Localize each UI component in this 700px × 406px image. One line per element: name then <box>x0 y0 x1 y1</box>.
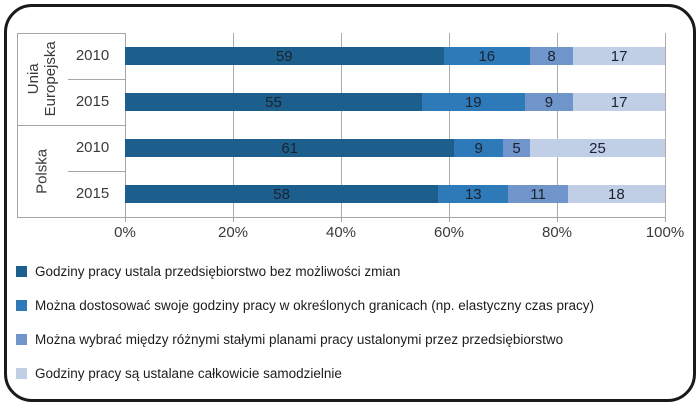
x-axis-tick <box>557 217 558 222</box>
legend-item-label: Godziny pracy ustala przedsiębiorstwo be… <box>35 263 401 279</box>
bar-value-label: 61 <box>281 139 299 157</box>
category-group-label-text: Unia Europejska <box>24 41 59 117</box>
legend-swatch <box>16 265 27 277</box>
bar-value-label: 9 <box>544 93 554 111</box>
bar-segment: 8 <box>530 46 574 66</box>
bar-segment: 25 <box>530 138 665 158</box>
bar-value-label: 25 <box>589 139 606 157</box>
gridline <box>233 33 234 217</box>
x-axis-tick <box>665 217 666 222</box>
bar-value-label: 8 <box>547 47 556 65</box>
gridline <box>665 33 666 217</box>
category-group-label-text: Polska <box>33 148 51 194</box>
bar-value-label: 18 <box>608 185 625 203</box>
bar-value-label: 55 <box>265 93 282 111</box>
category-group-label: Polska <box>17 125 68 217</box>
bar-segment: 58 <box>125 184 439 204</box>
legend-swatch <box>16 333 27 345</box>
bar-segment: 11 <box>508 184 568 204</box>
bar-segment: 17 <box>573 46 665 66</box>
x-axis-tick <box>449 217 450 222</box>
x-axis-tick-label: 80% <box>541 224 573 241</box>
gridline <box>449 33 450 217</box>
bar-segment: 61 <box>125 138 455 158</box>
value-axis-line <box>125 33 126 217</box>
legend-item: Można dostosować swoje godziny pracy w o… <box>16 288 676 322</box>
bar-value-label: 59 <box>275 47 293 65</box>
year-divider-line <box>68 79 125 80</box>
bar-value-label: 17 <box>610 93 628 111</box>
gridline <box>557 33 558 217</box>
x-axis-tick-label: 100% <box>645 224 685 241</box>
x-axis-tick <box>125 217 126 222</box>
legend-item-label: Można dostosować swoje godziny pracy w o… <box>35 297 594 313</box>
legend-swatch <box>16 299 27 311</box>
bar-value-label: 16 <box>478 47 496 65</box>
category-year-label: 2010 <box>75 139 110 156</box>
bar-value-label: 11 <box>530 185 546 203</box>
legend-item: Godziny pracy ustala przedsiębiorstwo be… <box>16 254 676 288</box>
bar-segment: 9 <box>454 138 503 158</box>
x-axis-tick <box>341 217 342 222</box>
category-year-label: 2010 <box>75 47 110 64</box>
x-axis-tick-label: 20% <box>217 224 249 241</box>
year-divider-line <box>68 171 125 172</box>
category-year-label: 2015 <box>75 185 110 202</box>
legend-item: Można wybrać między różnymi stałymi plan… <box>16 322 676 356</box>
category-year-label: 2015 <box>75 93 110 110</box>
gridline <box>341 33 342 217</box>
legend-item: Godziny pracy są ustalane całkowicie sam… <box>16 356 676 390</box>
x-axis-tick-label: 60% <box>433 224 465 241</box>
x-axis-tick-label: 0% <box>114 224 136 241</box>
group-divider-line <box>17 125 125 126</box>
legend-item-label: Można wybrać między różnymi stałymi plan… <box>35 331 564 347</box>
bar-value-label: 9 <box>474 139 483 157</box>
legend-swatch <box>16 367 27 379</box>
bar-segment: 16 <box>443 46 530 66</box>
bar-segment: 55 <box>125 92 422 112</box>
x-axis-tick-label: 40% <box>325 224 357 241</box>
bar-segment: 59 <box>125 46 444 66</box>
bar-value-label: 17 <box>610 47 628 65</box>
bar-segment: 17 <box>573 92 665 112</box>
category-group-label: Unia Europejska <box>17 33 68 125</box>
bar-value-label: 19 <box>464 93 482 111</box>
x-axis-tick <box>233 217 234 222</box>
bar-segment: 13 <box>438 184 509 204</box>
bar-value-label: 13 <box>464 185 482 203</box>
bar-segment: 18 <box>567 184 665 204</box>
bar-value-label: 5 <box>512 139 521 157</box>
legend-item-label: Godziny pracy są ustalane całkowicie sam… <box>35 365 342 381</box>
bar-segment: 9 <box>524 92 574 112</box>
bar-segment: 19 <box>422 92 525 112</box>
chart-legend: Godziny pracy ustala przedsiębiorstwo be… <box>16 254 676 390</box>
category-top-line <box>17 33 125 34</box>
bar-value-label: 58 <box>273 185 290 203</box>
bar-segment: 5 <box>503 138 530 158</box>
